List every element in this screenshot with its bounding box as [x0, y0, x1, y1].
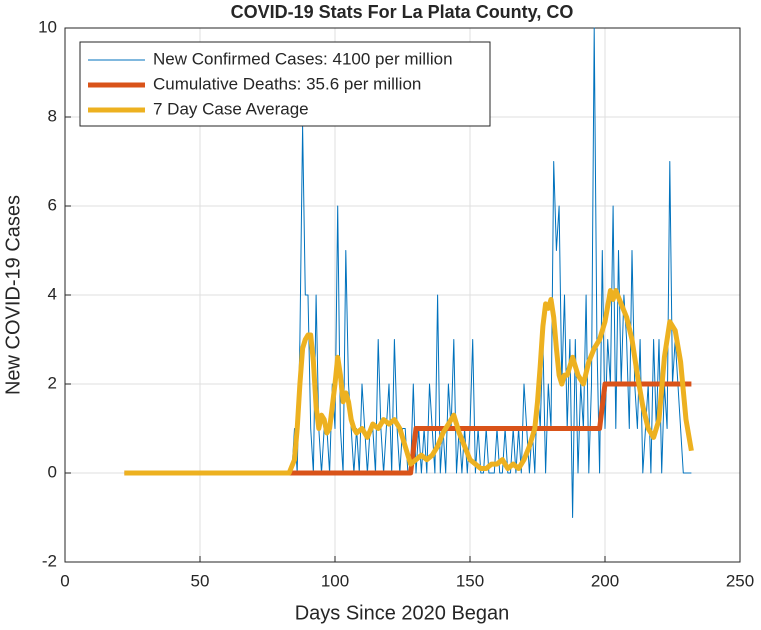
- y-tick-label: 4: [48, 284, 57, 303]
- x-tick-label: 100: [321, 571, 349, 590]
- legend-label: New Confirmed Cases: 4100 per million: [153, 49, 453, 68]
- y-axis-label: New COVID-19 Cases: [2, 195, 24, 395]
- y-tick-label: 2: [48, 373, 57, 392]
- y-tick-label: 8: [48, 106, 57, 125]
- y-tick-label: 10: [38, 17, 57, 36]
- legend-label: 7 Day Case Average: [153, 99, 309, 118]
- x-tick-label: 50: [191, 571, 210, 590]
- y-tick-label: -2: [42, 551, 57, 570]
- series-line: [124, 27, 692, 518]
- x-tick-label: 150: [456, 571, 484, 590]
- x-tick-label: 200: [591, 571, 619, 590]
- x-axis-label: Days Since 2020 Began: [295, 602, 510, 624]
- x-tick-label: 0: [60, 571, 69, 590]
- y-tick-label: 6: [48, 195, 57, 214]
- x-tick-label: 250: [726, 571, 754, 590]
- series-line: [124, 381, 692, 476]
- legend-box: [79, 41, 491, 127]
- series-line: [124, 288, 694, 476]
- legend-label: Cumulative Deaths: 35.6 per million: [153, 74, 421, 93]
- chart-title: COVID-19 Stats For La Plata County, CO: [231, 2, 574, 22]
- y-tick-label: 0: [48, 462, 57, 481]
- axes-box: [64, 27, 741, 563]
